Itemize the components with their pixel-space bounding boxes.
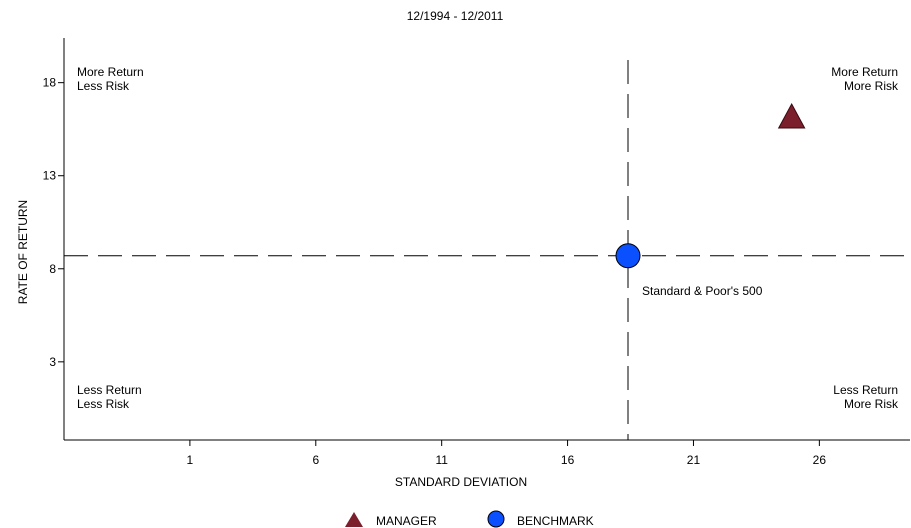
x-tick-label: 11 [435, 453, 448, 467]
x-axis-label: STANDARD DEVIATION [395, 475, 527, 489]
benchmark-point [615, 243, 641, 269]
quadrant-label-top-right: More Risk [844, 79, 899, 93]
legend-benchmark-label: BENCHMARK [517, 514, 594, 528]
legend: MANAGER BENCHMARK [345, 510, 594, 528]
quadrant-label-top-left: More Return [77, 65, 144, 79]
legend-manager-label: MANAGER [376, 514, 437, 528]
y-tick-label: 3 [49, 355, 56, 369]
quadrant-label-bottom-left: Less Return [77, 383, 142, 397]
quadrant-label-bottom-left: Less Risk [77, 397, 130, 411]
quadrant-label-top-right: More Return [831, 65, 898, 79]
quadrant-label-bottom-right: More Risk [844, 397, 899, 411]
chart-title: 12/1994 - 12/2011 [407, 9, 504, 23]
x-tick-label: 1 [187, 453, 194, 467]
quadrant-label-top-left: Less Risk [77, 79, 130, 93]
manager-point [777, 102, 806, 129]
legend-benchmark-marker [487, 510, 505, 528]
y-axis-label: RATE OF RETURN [16, 200, 30, 304]
point-label: Standard & Poor's 500 [642, 284, 763, 298]
x-tick-label: 21 [687, 453, 701, 467]
legend-manager-marker [345, 512, 363, 527]
y-tick-label: 18 [43, 76, 57, 90]
y-tick-label: 8 [49, 262, 56, 276]
x-tick-label: 26 [813, 453, 827, 467]
quadrant-label-bottom-right: Less Return [833, 383, 898, 397]
y-tick-label: 13 [43, 169, 57, 183]
x-tick-label: 6 [312, 453, 319, 467]
x-tick-label: 16 [561, 453, 575, 467]
